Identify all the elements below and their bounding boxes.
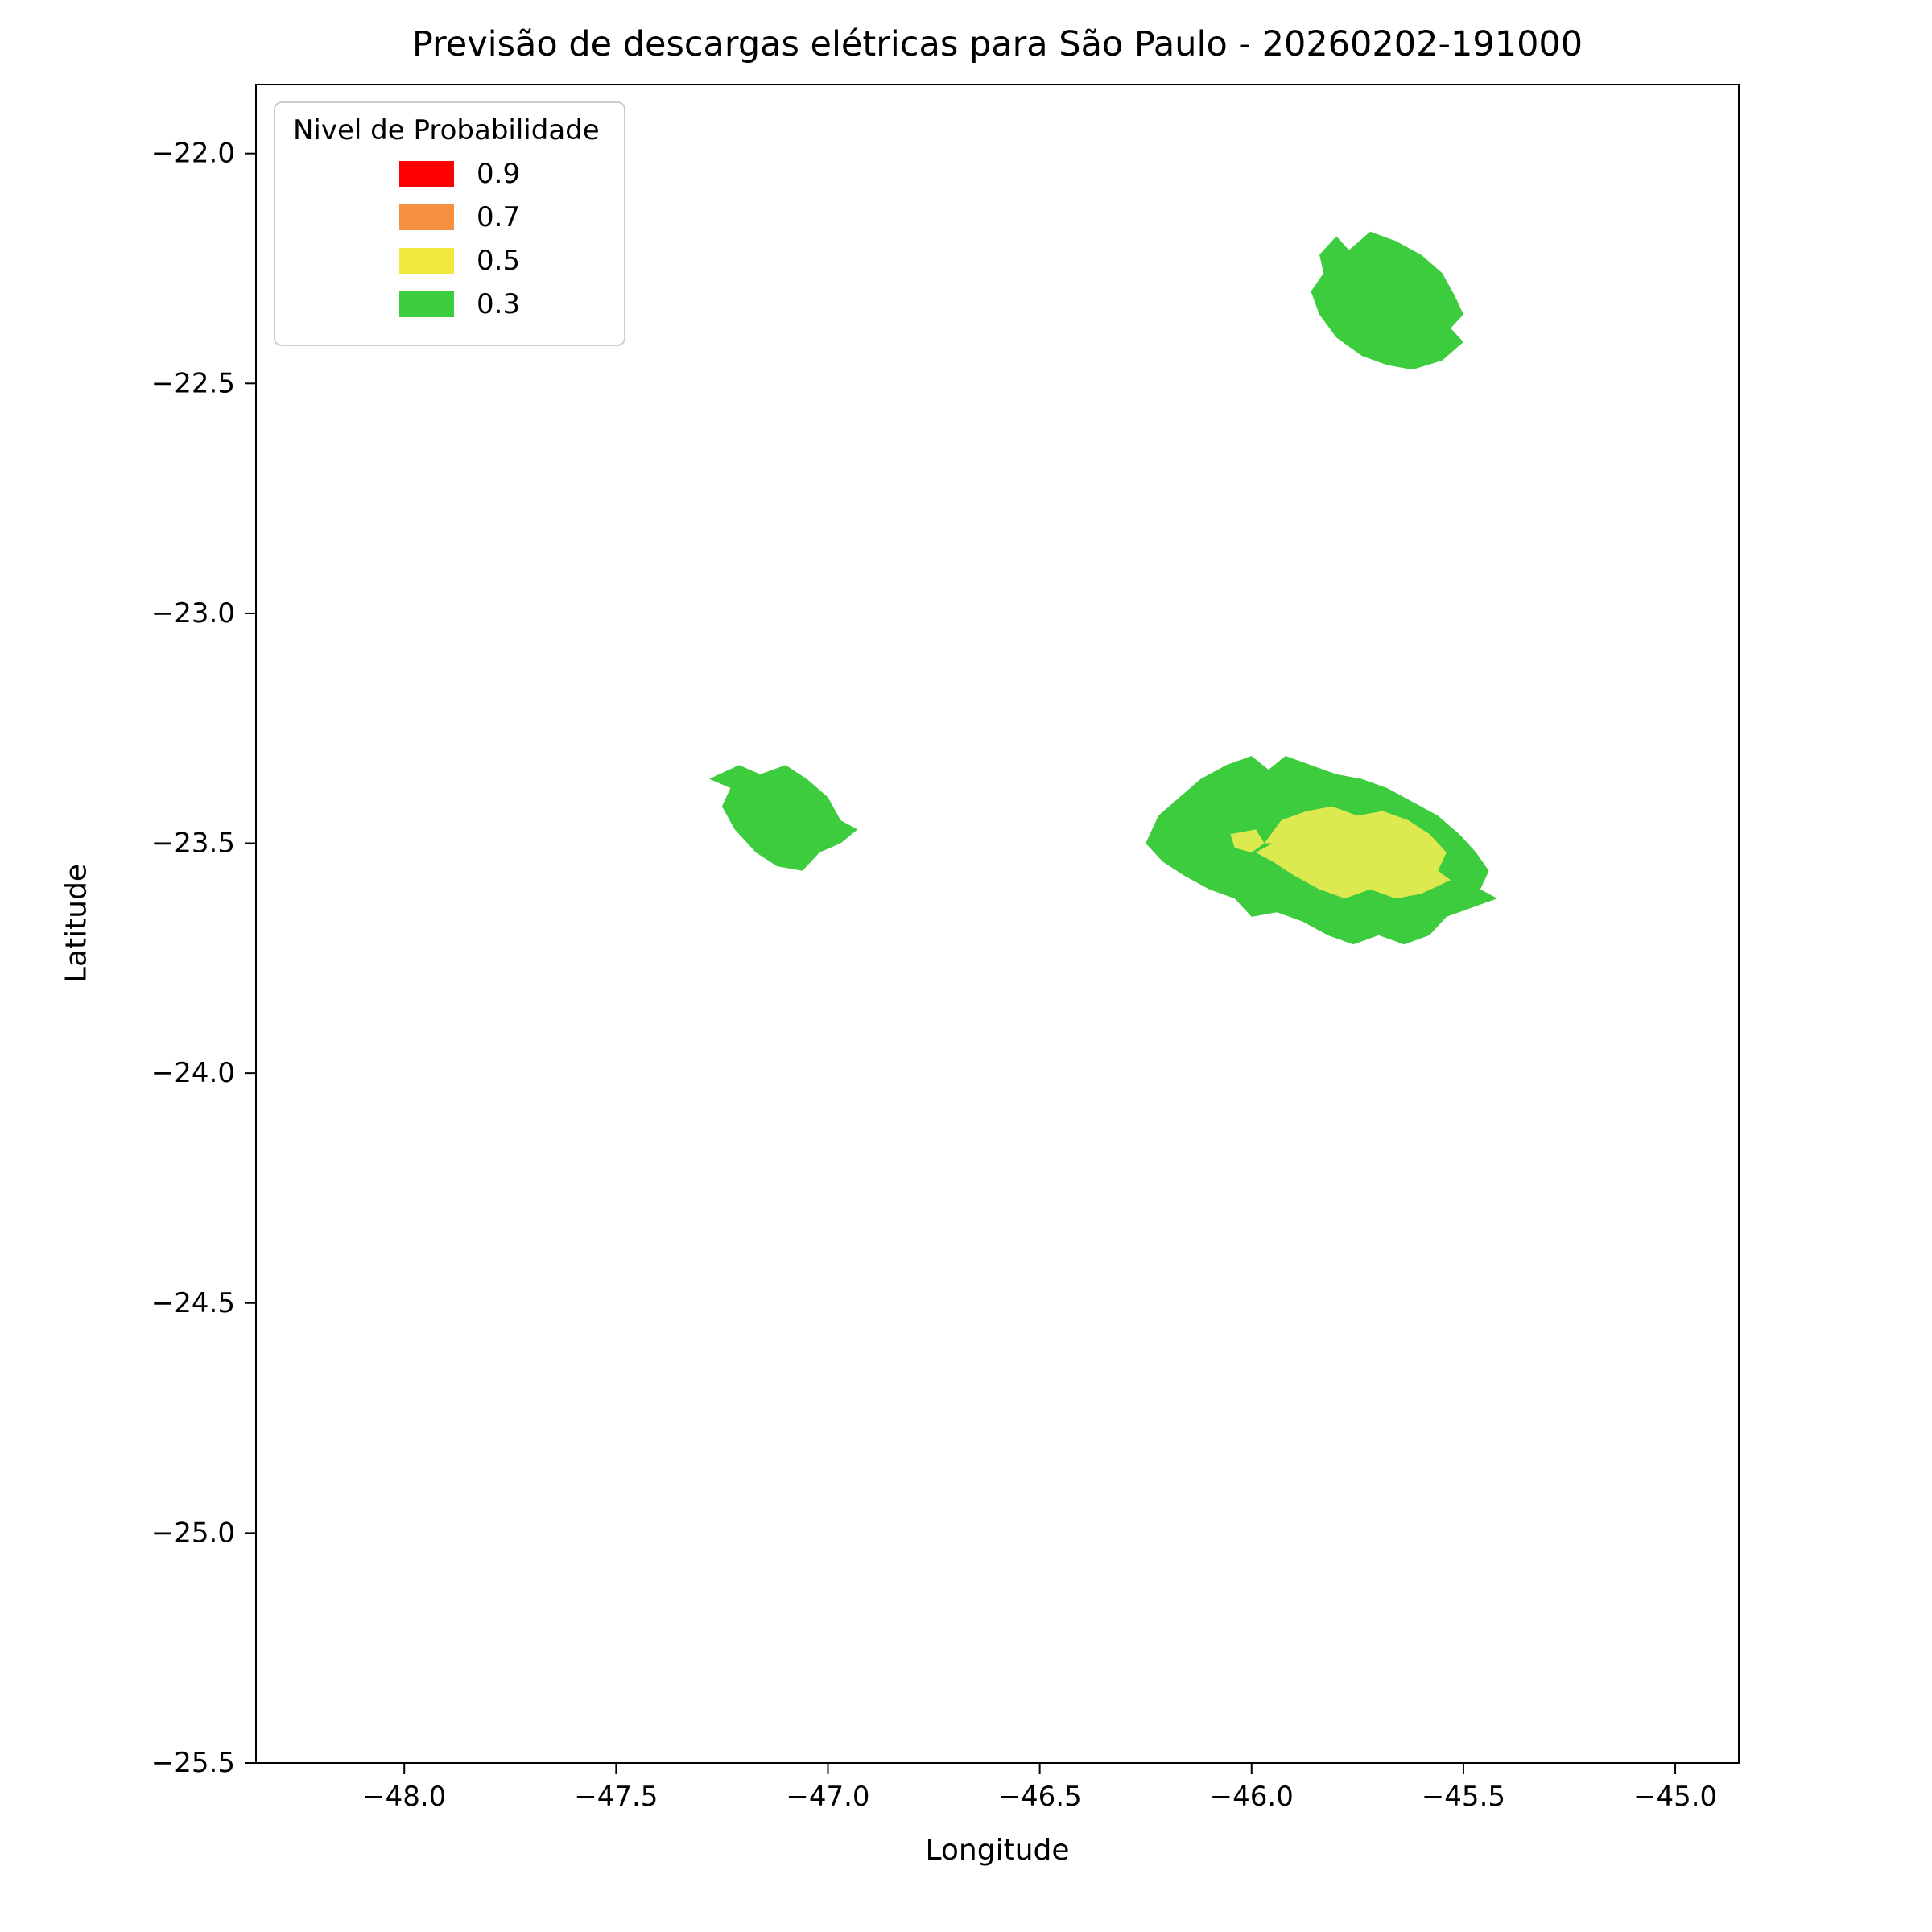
legend-item-0.7: 0.7: [399, 201, 600, 233]
legend-title: Nivel de Probabilidade: [293, 114, 600, 147]
y-tick-label: −23.0: [151, 597, 235, 630]
x-tick-label: −45.5: [1422, 1781, 1505, 1813]
legend-label-0.7: 0.7: [477, 201, 521, 233]
y-tick-label: −22.0: [151, 138, 235, 170]
legend-item-0.3: 0.3: [399, 288, 600, 320]
x-tick-label: −46.0: [1210, 1781, 1294, 1813]
region-north-cell: [1311, 231, 1463, 370]
legend-swatch-0.3: [399, 291, 454, 317]
x-tick-label: −47.5: [574, 1781, 658, 1813]
y-axis-label: Latitude: [60, 863, 93, 984]
region-west-cell: [709, 765, 858, 871]
legend-label-0.9: 0.9: [477, 158, 521, 190]
y-tick-label: −22.5: [151, 367, 235, 399]
legend-swatch-0.5: [399, 248, 454, 274]
x-axis-label: Longitude: [925, 1834, 1070, 1867]
region-east-cell-inner: [1256, 806, 1451, 899]
y-tick-label: −24.0: [151, 1057, 235, 1089]
y-tick-label: −24.5: [151, 1287, 235, 1319]
x-tick-label: −47.0: [786, 1781, 869, 1813]
legend-swatch-0.9: [399, 161, 454, 187]
region-east-cell-inner-west-speck: [1230, 829, 1265, 852]
legend-label-0.5: 0.5: [477, 245, 521, 277]
x-tick-label: −48.0: [362, 1781, 446, 1813]
legend: Nivel de Probabilidade 0.9 0.7 0.5 0.3: [274, 101, 625, 346]
legend-label-0.3: 0.3: [477, 288, 521, 320]
y-tick-label: −25.5: [151, 1747, 235, 1779]
legend-swatch-0.7: [399, 204, 454, 230]
legend-item-0.9: 0.9: [399, 158, 600, 190]
legend-item-0.5: 0.5: [399, 245, 600, 277]
y-tick-label: −23.5: [151, 828, 235, 860]
x-tick-label: −46.5: [998, 1781, 1082, 1813]
axes-border: [255, 84, 1740, 1764]
x-tick-label: −45.0: [1633, 1781, 1717, 1813]
y-tick-label: −25.0: [151, 1517, 235, 1549]
chart-title: Previsão de descargas elétricas para São…: [411, 24, 1583, 64]
